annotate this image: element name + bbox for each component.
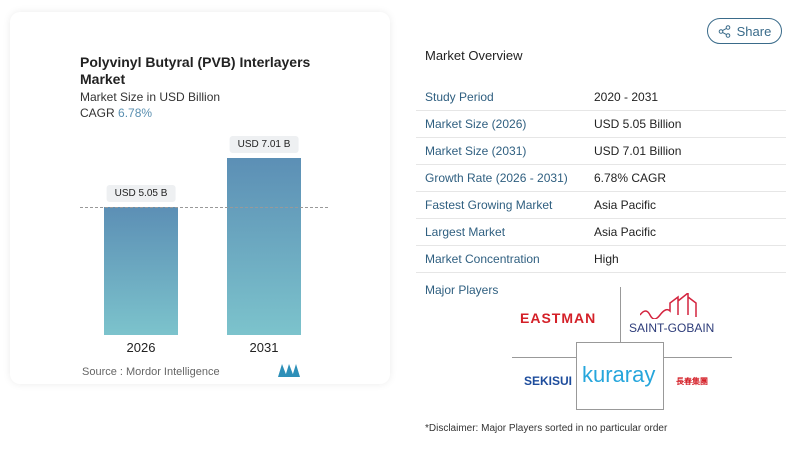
share-icon [718, 24, 730, 38]
cagr-label: CAGR [80, 106, 115, 120]
eastman-logo: EASTMAN [520, 310, 597, 326]
x-tick-label: 2031 [249, 340, 279, 355]
ccp-logo: 長春集團 [676, 377, 708, 386]
row-value: 6.78% CAGR [594, 171, 667, 185]
row-key: Growth Rate (2026 - 2031) [425, 171, 568, 185]
source: Source : Mordor Intelligence [82, 366, 220, 378]
chart-title: Polyvinyl Butyral (PVB) Interlayers Mark… [80, 54, 311, 87]
reference-line [80, 207, 328, 208]
share-button[interactable]: Share [707, 18, 782, 44]
overview-title: Market Overview [425, 48, 523, 63]
major-players-title: Major Players [425, 283, 499, 297]
mordor-logo [278, 364, 300, 377]
cagr: CAGR 6.78% [80, 106, 152, 120]
overview-row: Growth Rate (2026 - 2031) 6.78% CAGR [416, 165, 786, 192]
row-value: 2020 - 2031 [594, 90, 659, 104]
chart-card [10, 12, 390, 384]
row-value: USD 7.01 Billion [594, 144, 682, 158]
row-key: Market Size (2026) [425, 117, 527, 131]
kuraray-logo: kuraray [582, 362, 656, 387]
row-value: Asia Pacific [594, 198, 657, 212]
row-key: Study Period [425, 90, 494, 104]
saint-gobain-logo: SAINT-GOBAIN [629, 321, 715, 335]
overview-row: Fastest Growing Market Asia Pacific [416, 192, 786, 219]
overview-row: Market Size (2031) USD 7.01 Billion [416, 138, 786, 165]
data-label: USD 7.01 B [229, 135, 299, 153]
row-key: Largest Market [425, 225, 506, 239]
saint-gobain-mark [640, 293, 697, 319]
overview-row: Market Concentration High [416, 246, 786, 273]
disclaimer: *Disclaimer: Major Players sorted in no … [425, 423, 668, 434]
chart-subtitle: Market Size in USD Billion [80, 90, 221, 104]
row-value: High [594, 252, 619, 266]
x-tick-label: 2026 [126, 340, 156, 355]
bar-2026 [104, 207, 178, 335]
cagr-value: 6.78% [118, 106, 153, 120]
row-value: Asia Pacific [594, 225, 657, 239]
overview-row: Largest Market Asia Pacific [416, 219, 786, 246]
share-label: Share [736, 23, 772, 39]
sekisui-logo: SEKISUI [524, 374, 573, 388]
divider [620, 287, 621, 342]
row-value: USD 5.05 Billion [594, 117, 682, 131]
overview-row: Market Size (2026) USD 5.05 Billion [416, 111, 786, 138]
overview-row: Study Period 2020 - 2031 [416, 84, 786, 111]
data-label: USD 5.05 B [106, 185, 176, 203]
bar-2031 [227, 157, 301, 335]
row-key: Market Size (2031) [425, 144, 527, 158]
row-key: Market Concentration [425, 252, 540, 266]
row-key: Fastest Growing Market [425, 198, 553, 212]
logo-box [576, 342, 664, 410]
